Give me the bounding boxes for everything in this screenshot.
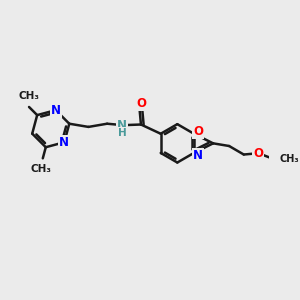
Text: N: N <box>193 149 203 162</box>
Text: N: N <box>51 103 61 117</box>
Text: N: N <box>59 136 69 149</box>
Text: CH₃: CH₃ <box>19 91 40 101</box>
Text: O: O <box>254 147 263 160</box>
Text: H: H <box>118 128 126 137</box>
Text: CH₃: CH₃ <box>280 154 299 164</box>
Text: O: O <box>193 125 203 138</box>
Text: CH₃: CH₃ <box>31 164 52 174</box>
Text: N: N <box>117 118 127 131</box>
Text: O: O <box>136 98 146 110</box>
